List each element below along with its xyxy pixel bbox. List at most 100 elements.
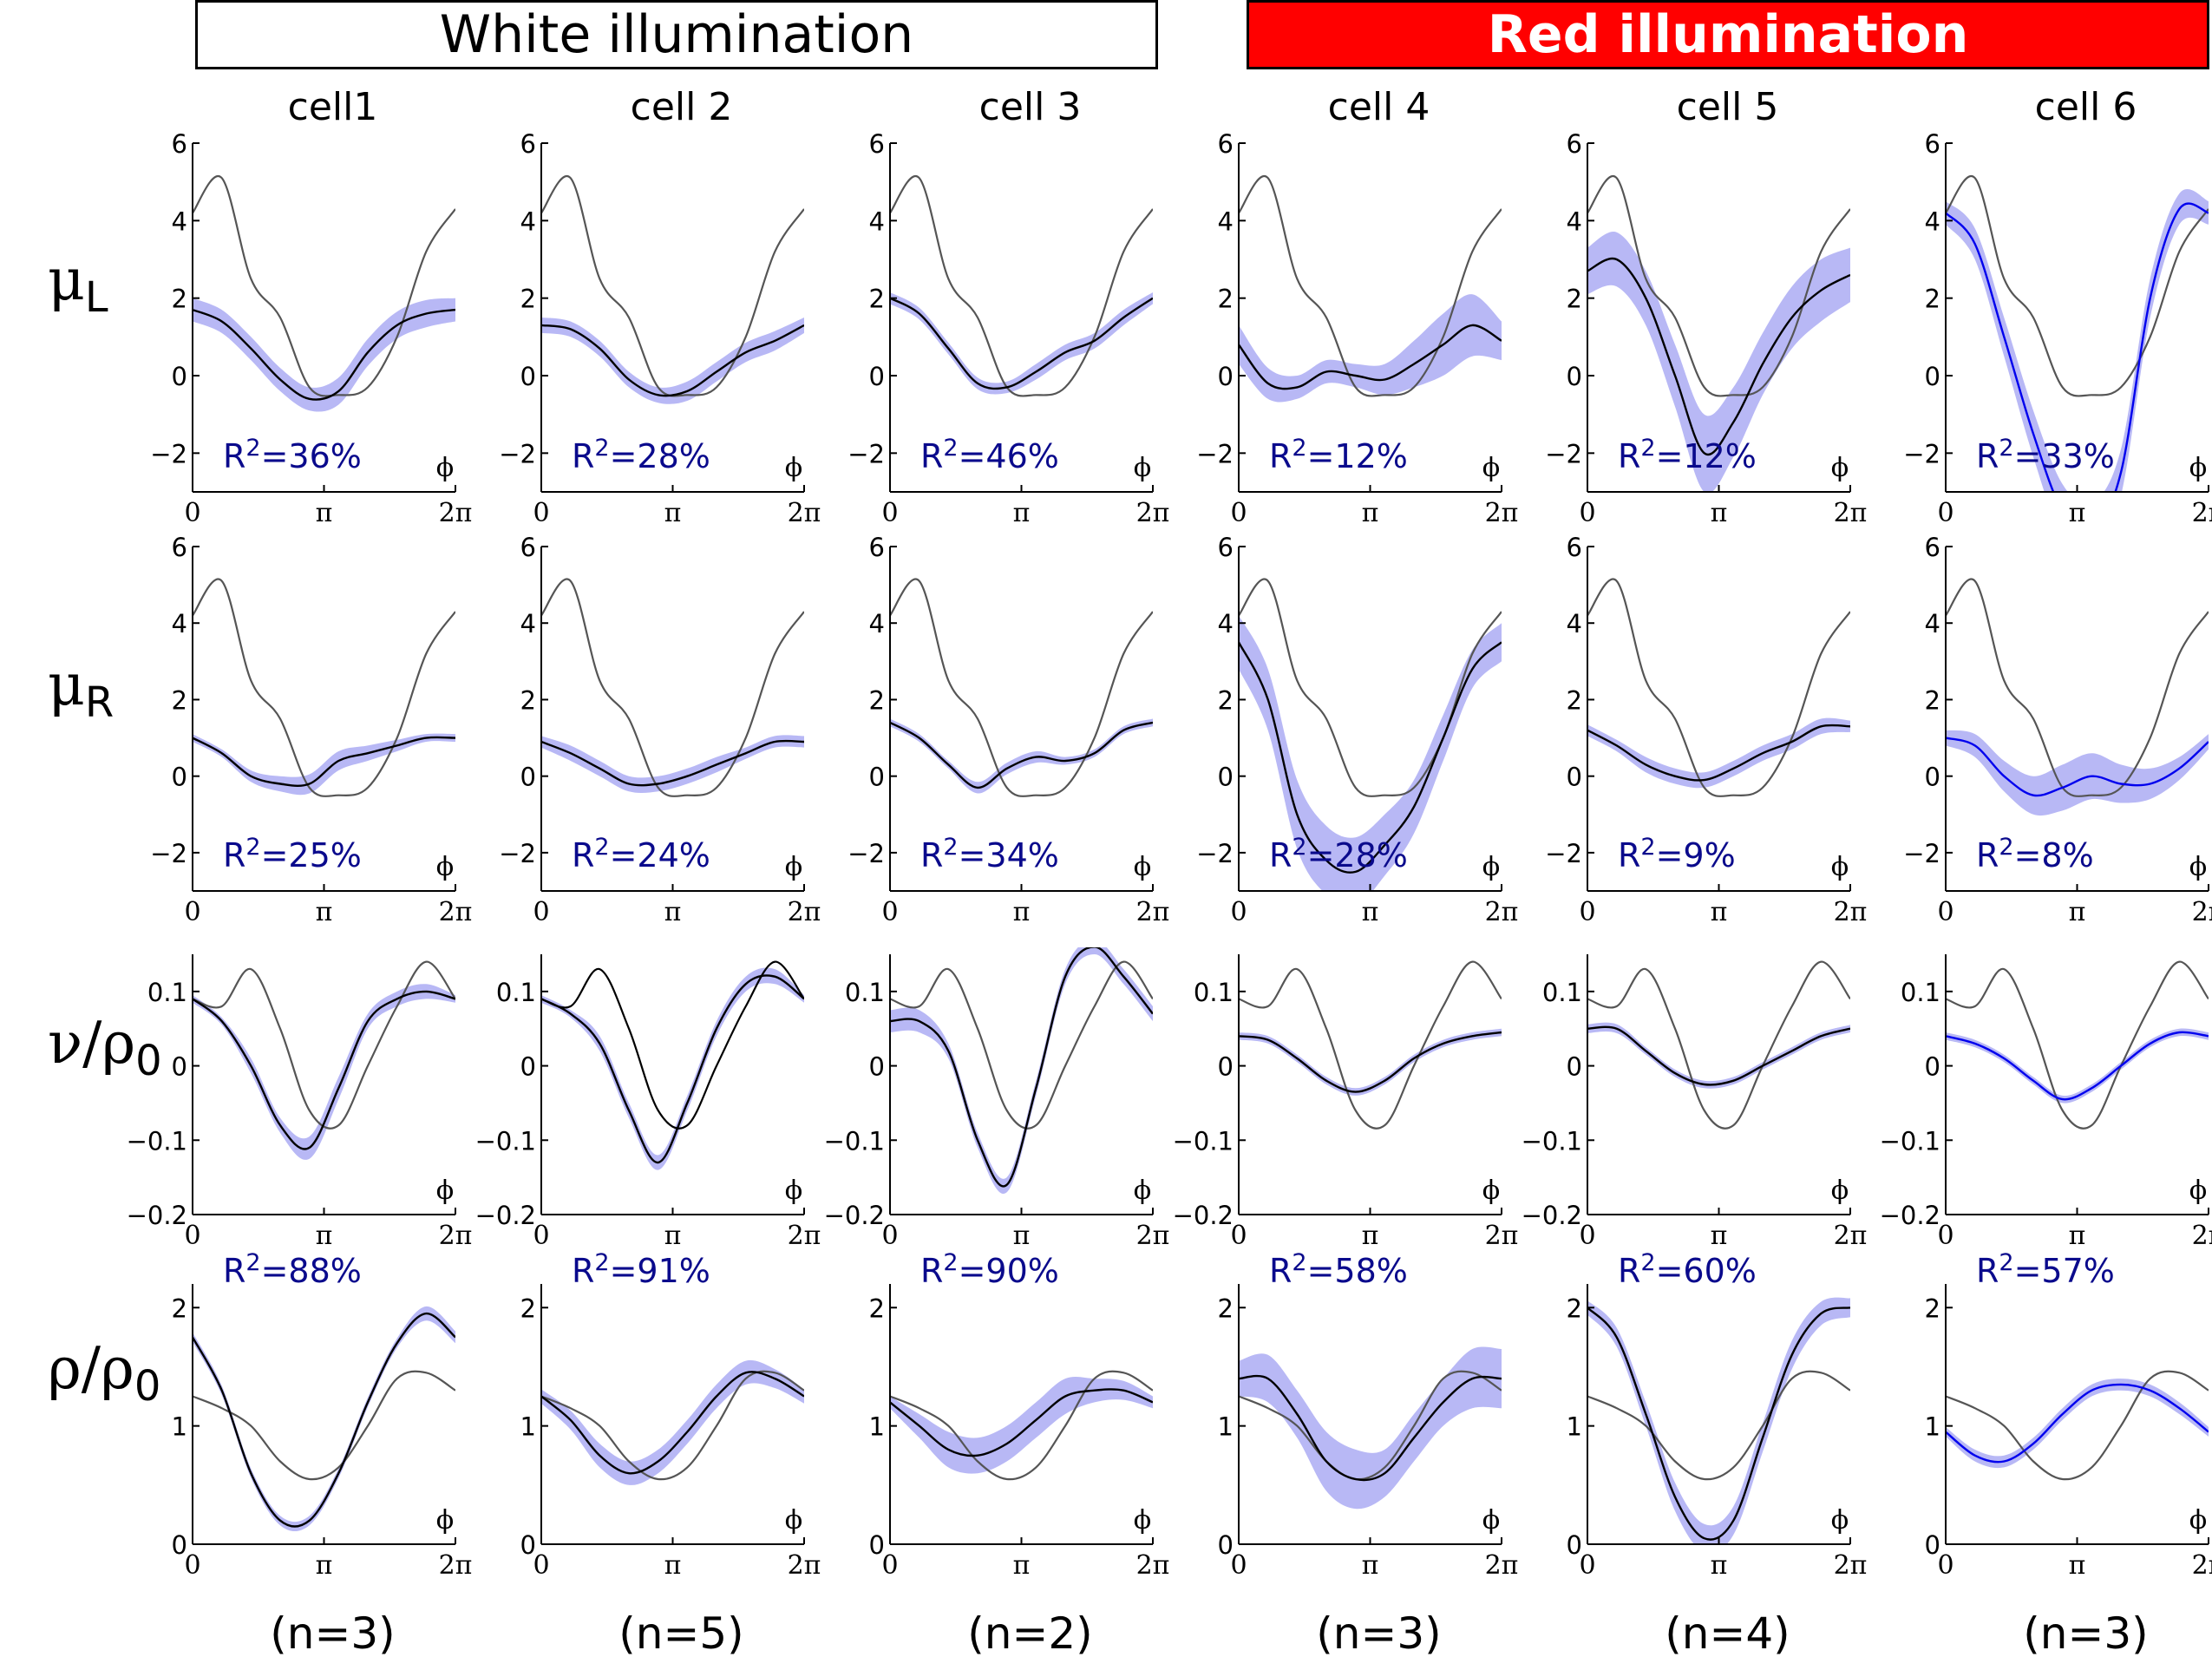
x-axis-label: ϕ	[1134, 1176, 1151, 1206]
y-tick-label: −2	[1196, 439, 1234, 468]
x-tick-label: π	[664, 498, 682, 528]
fit-curve	[1946, 1383, 2209, 1464]
panel-1-2: 6 4 2 0 −2 0 π 2π ϕ R2=28%	[499, 129, 821, 528]
x-axis-label: ϕ	[1831, 852, 1849, 882]
fit-curve	[1587, 257, 1850, 456]
confidence-band	[193, 984, 455, 1160]
y-tick-label: 6	[1925, 533, 1940, 562]
confidence-band	[890, 718, 1153, 794]
x-tick-label: 2π	[1834, 498, 1868, 528]
y-tick-label: 1	[1925, 1412, 1940, 1442]
panel-1-1: 6 4 2 0 −2 0 π 2π ϕ R2=36%	[150, 129, 472, 528]
fit-curve	[193, 990, 455, 1150]
y-tick-label: 0.1	[1542, 978, 1582, 1007]
fit-curve	[193, 308, 455, 401]
y-tick-label: 6	[1925, 129, 1940, 159]
panel-4-1: 2 1 00 π 2π ϕ R2=88%	[172, 1249, 473, 1581]
panel-1-3: 6 4 2 0 −2 0 π 2π ϕ R2=46%	[847, 129, 1169, 528]
y-tick-label: 4	[1925, 206, 1940, 236]
y-tick-label: 4	[869, 206, 885, 236]
x-axis-label: ϕ	[1134, 1505, 1151, 1536]
y-tick-label: 6	[869, 533, 885, 562]
x-tick-label: π	[316, 1221, 333, 1251]
fit-curve	[890, 297, 1153, 390]
x-tick-label: 0	[1579, 1550, 1595, 1581]
y-tick-label: −0.2	[1880, 1201, 1940, 1230]
confidence-band	[1946, 188, 2209, 492]
y-tick-label: 0	[1925, 362, 1940, 391]
header-white-illumination: White illumination	[195, 0, 1158, 69]
panel-3-5: 0.10−0.1−0.20 π 2πϕ	[1522, 954, 1867, 1251]
x-axis-label: ϕ	[785, 1176, 802, 1206]
x-tick-label: 0	[1937, 1550, 1953, 1581]
x-tick-label: 2π	[2192, 498, 2212, 528]
x-axis-label: ϕ	[1482, 852, 1500, 882]
y-tick-label: 4	[1218, 609, 1234, 639]
x-tick-label: 2π	[1485, 498, 1519, 528]
fit-curve	[1239, 324, 1502, 390]
confidence-band	[1239, 615, 1502, 891]
y-tick-label: 0	[869, 763, 885, 792]
y-tick-label: 0	[869, 1052, 885, 1082]
y-tick-label: −2	[847, 439, 885, 468]
y-tick-label: 6	[172, 533, 187, 562]
x-tick-label: π	[2069, 1550, 2086, 1581]
column-title: cell1	[288, 85, 378, 129]
x-tick-label: π	[316, 498, 333, 528]
fit-curve	[1946, 202, 2209, 492]
r2-annotation: R2=58%	[1269, 1249, 1408, 1290]
y-tick-label: 0	[520, 1530, 536, 1560]
reference-curve	[541, 578, 804, 797]
y-tick-label: 0	[1567, 362, 1582, 391]
y-tick-label: 0	[1567, 1530, 1582, 1560]
reference-curve	[890, 960, 1153, 1130]
y-tick-label: −2	[1196, 839, 1234, 868]
reference-curve	[193, 1370, 455, 1481]
x-tick-label: 0	[1230, 897, 1247, 927]
x-tick-label: 0	[881, 498, 898, 528]
x-tick-label: π	[2069, 498, 2086, 528]
y-tick-label: 2	[1567, 1294, 1582, 1323]
y-tick-label: −2	[1903, 839, 1940, 868]
column-title: cell 6	[2035, 85, 2137, 129]
y-tick-label: 2	[869, 285, 885, 314]
r2-annotation: R2=88%	[223, 1249, 362, 1290]
fit-curve	[541, 739, 804, 787]
y-tick-label: 6	[1567, 533, 1582, 562]
x-tick-label: 0	[533, 498, 549, 528]
confidence-band	[193, 298, 455, 412]
panel-3-1: 0.10−0.1−0.20 π 2πϕ	[127, 954, 472, 1251]
x-axis-label: ϕ	[436, 453, 454, 483]
n-count-label: (n=3)	[1316, 1608, 1441, 1657]
y-tick-label: 2	[1925, 285, 1940, 314]
x-axis-label: ϕ	[1831, 453, 1849, 483]
x-tick-label: 0	[881, 1550, 898, 1581]
x-tick-label: π	[1362, 498, 1379, 528]
y-tick-label: 0	[1925, 1530, 1940, 1560]
y-tick-label: −2	[1545, 839, 1582, 868]
x-axis-label: ϕ	[1482, 453, 1500, 483]
column-title: cell 2	[631, 85, 733, 129]
y-tick-label: −0.1	[1522, 1126, 1582, 1156]
y-tick-label: −2	[1903, 439, 1940, 468]
panel-4-6: 2 1 00 π 2π ϕ R2=57%	[1925, 1249, 2212, 1581]
x-axis-label: ϕ	[1482, 1176, 1500, 1206]
fit-curve	[890, 947, 1153, 1188]
header-red-illumination: Red illumination	[1247, 0, 2209, 69]
reference-curve	[1239, 174, 1502, 397]
x-tick-label: 0	[881, 897, 898, 927]
fit-curve	[193, 1312, 455, 1528]
confidence-band	[890, 292, 1153, 395]
reference-curve	[890, 174, 1153, 397]
x-tick-label: 0	[533, 1221, 549, 1251]
r2-annotation: R2=28%	[1269, 834, 1408, 874]
y-tick-label: −2	[499, 439, 536, 468]
confidence-band	[1587, 232, 1850, 492]
y-tick-label: 4	[1218, 206, 1234, 236]
r2-annotation: R2=28%	[572, 435, 710, 475]
r2-annotation: R2=91%	[572, 1249, 710, 1290]
y-tick-label: 2	[1218, 685, 1234, 715]
panel-2-4: 6 4 2 0 −2 0 π 2π ϕ R2=28%	[1196, 533, 1518, 927]
y-tick-label: 0	[520, 763, 536, 792]
y-tick-label: 2	[1567, 685, 1582, 715]
